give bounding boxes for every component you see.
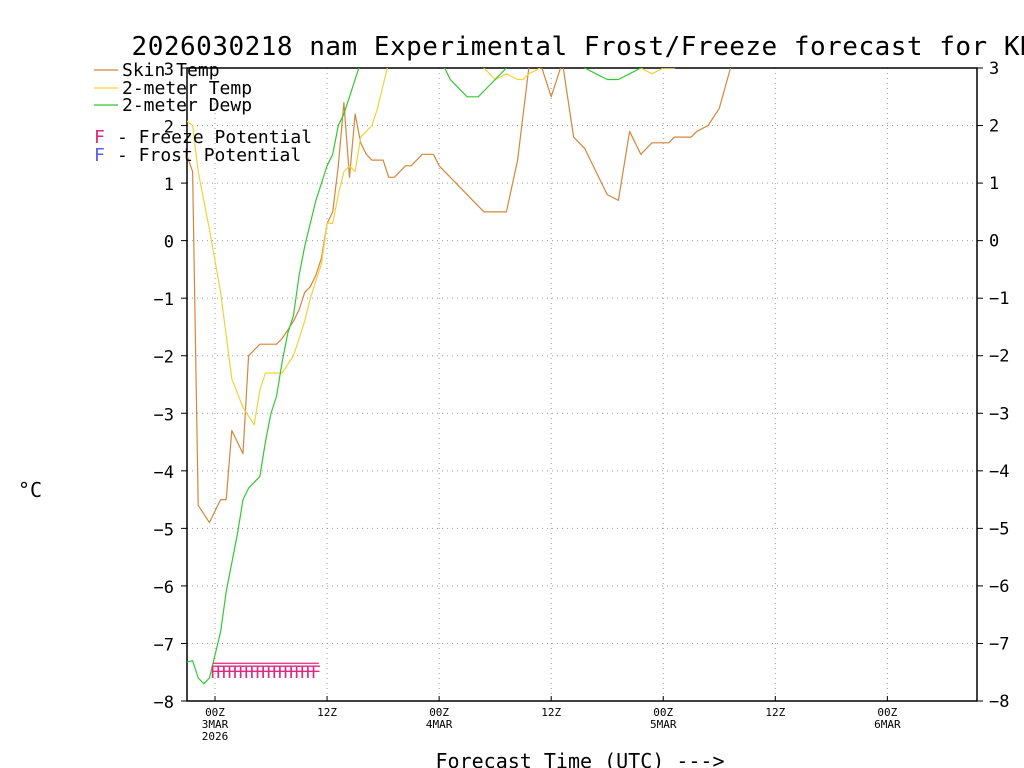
y-tick-label-right: −4 <box>989 462 1009 482</box>
y-axis-label: °C <box>18 478 42 502</box>
legend-label-skin-temp: Skin Temp <box>122 60 220 81</box>
freeze-marker: F <box>294 663 304 683</box>
freeze-marker: F <box>227 663 237 683</box>
freeze-marker: F <box>305 663 315 683</box>
freeze-marker: F <box>210 663 220 683</box>
legend-label-2m-temp: 2-meter Temp <box>122 78 252 99</box>
legend-freeze-label: - Freeze Potential <box>117 127 312 148</box>
series-line-2-meter-temp <box>187 68 676 426</box>
x-tick-label: 3MAR <box>202 718 229 731</box>
y-tick-label-right: −1 <box>989 289 1009 309</box>
series-layer <box>187 68 732 685</box>
y-tick-label-left: 1 <box>164 175 174 195</box>
x-tick-label: 12Z <box>541 706 561 719</box>
y-tick-label-right: −7 <box>989 634 1009 654</box>
y-tick-label-right: −5 <box>989 519 1009 539</box>
y-tick-label-left: −8 <box>154 693 174 713</box>
freeze-marker: F <box>249 663 259 683</box>
grid-lines <box>187 67 977 702</box>
y-tick-label-left: −6 <box>154 578 174 598</box>
y-tick-label-right: 2 <box>989 117 999 137</box>
legend-label-2m-dewp: 2-meter Dewp <box>122 95 252 116</box>
y-tick-label-left: −1 <box>154 290 174 310</box>
freeze-marker: F <box>221 663 231 683</box>
x-tick-label: 00Z <box>429 706 449 719</box>
y-axis-left: −8 −7 −6 −5 −4 −3 −2 −1 0 1 2 3 <box>154 60 187 713</box>
series-line-2-meter-dewp <box>187 68 643 685</box>
y-tick-label-left: −3 <box>154 405 174 425</box>
freeze-marker: F <box>238 663 248 683</box>
legend: Skin Temp 2-meter Temp 2-meter Dewp F - … <box>94 60 312 166</box>
y-tick-label-right: 3 <box>989 59 999 79</box>
freeze-marker: F <box>288 663 298 683</box>
y-tick-label-left: −5 <box>154 520 174 540</box>
x-tick-label: 12Z <box>317 706 337 719</box>
legend-frost-label: - Frost Potential <box>117 145 301 166</box>
y-tick-label-left: 0 <box>164 233 174 253</box>
freeze-marker: F <box>255 663 265 683</box>
x-axis-label: Forecast Time (UTC) ---> <box>436 749 725 768</box>
freeze-marker: F <box>266 663 276 683</box>
x-tick-label: 12Z <box>765 706 785 719</box>
freeze-marker: F <box>260 663 270 683</box>
freeze-marker: F <box>215 663 225 683</box>
legend-freeze-symbol: F <box>94 127 105 148</box>
y-tick-label-right: −6 <box>989 577 1009 597</box>
y-tick-label-left: −4 <box>154 463 174 483</box>
y-axis-right: −8 −7 −6 −5 −4 −3 −2 −1 0 1 2 3 <box>977 59 1009 712</box>
y-tick-label-left: −2 <box>154 348 174 368</box>
freeze-marker: F <box>283 663 293 683</box>
y-tick-label-left: 2 <box>164 118 174 138</box>
freeze-marker: F <box>277 663 287 683</box>
x-tick-label: 00Z <box>205 706 225 719</box>
y-tick-label-left: −7 <box>154 635 174 655</box>
x-tick-label: 00Z <box>877 706 897 719</box>
freeze-marker: F <box>311 663 321 683</box>
x-tick-label: 5MAR <box>650 718 677 731</box>
freeze-marker: F <box>272 663 282 683</box>
y-tick-label-right: 0 <box>989 232 999 252</box>
freeze-marker: F <box>300 663 310 683</box>
x-tick-label: 4MAR <box>426 718 453 731</box>
y-tick-label-right: 1 <box>989 174 999 194</box>
series-line-skin-temp <box>187 68 732 524</box>
freeze-marker: F <box>232 663 242 683</box>
legend-frost-symbol: F <box>94 145 105 166</box>
plot-frame <box>186 67 978 702</box>
freeze-marker: F <box>244 663 254 683</box>
chart-title: 2026030218 nam Experimental Frost/Freeze… <box>132 32 1024 62</box>
x-tick-label: 6MAR <box>874 718 901 731</box>
y-tick-label-right: −8 <box>989 692 1009 712</box>
x-tick-label: 00Z <box>653 706 673 719</box>
y-tick-label-left: 3 <box>164 60 174 80</box>
y-tick-label-right: −2 <box>989 347 1009 367</box>
x-tick-label: 2026 <box>202 730 229 743</box>
y-tick-label-right: −3 <box>989 404 1009 424</box>
